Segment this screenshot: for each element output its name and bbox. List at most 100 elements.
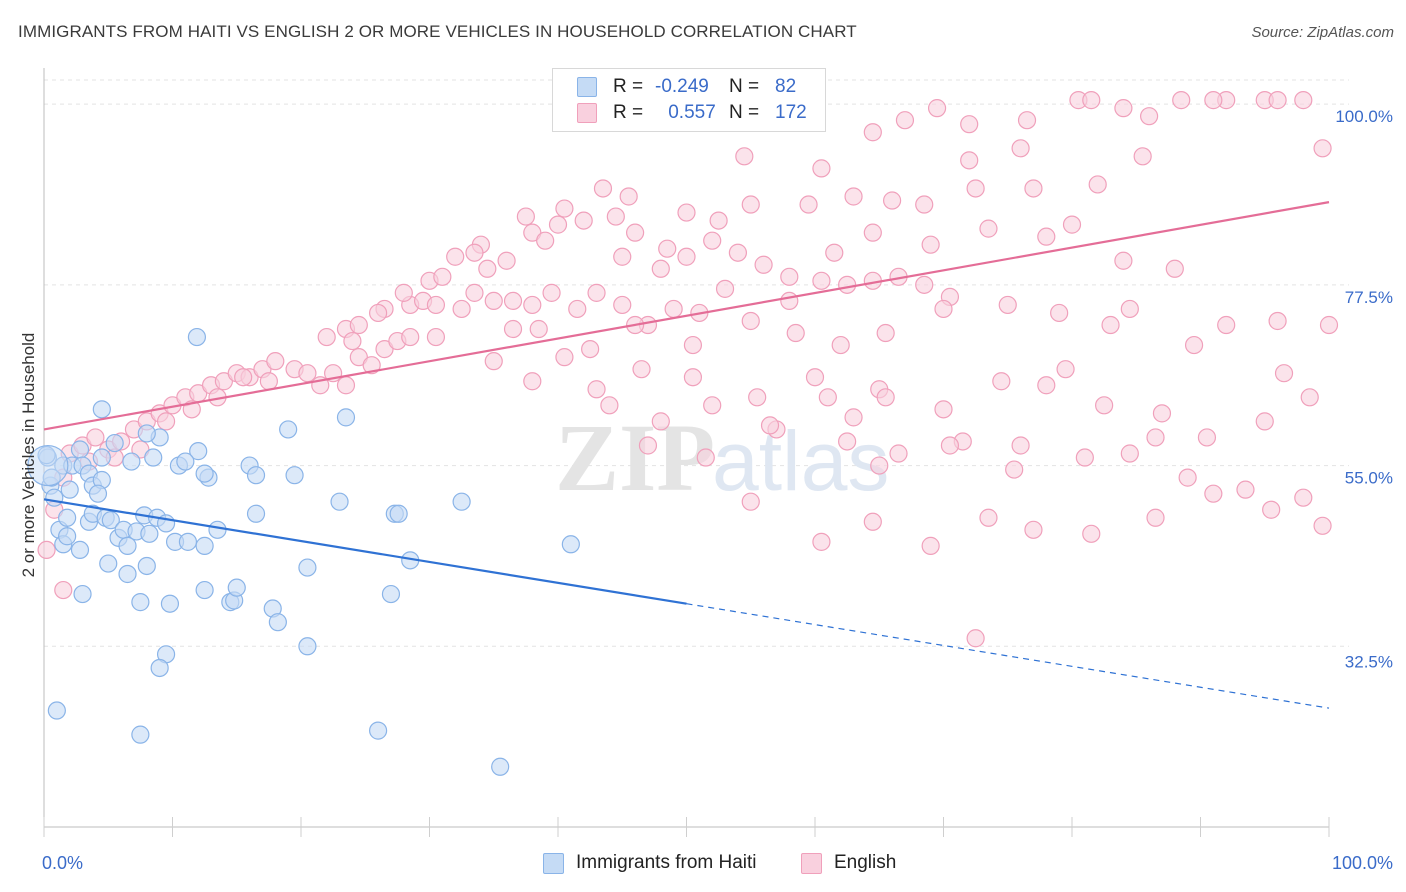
english-point <box>523 295 542 315</box>
english-point <box>574 211 593 230</box>
english-point <box>1146 508 1165 527</box>
chart-title: IMMIGRANTS FROM HAITI VS ENGLISH 2 OR MO… <box>18 22 857 41</box>
english-point <box>600 396 619 415</box>
legend-item-english: English <box>801 852 896 874</box>
english-point <box>536 231 555 250</box>
english-point <box>619 187 638 206</box>
english-point <box>1101 315 1120 335</box>
haiti-point <box>105 433 124 453</box>
english-point <box>523 372 542 391</box>
english-point <box>234 368 253 387</box>
english-point <box>1204 91 1223 110</box>
english-point <box>915 275 934 294</box>
english-point <box>465 243 484 262</box>
haiti-point <box>381 584 401 604</box>
english-point <box>465 283 484 302</box>
english-point <box>484 291 503 311</box>
english-point <box>613 247 632 266</box>
english-point <box>966 629 985 648</box>
english-point <box>497 251 516 270</box>
english-point <box>889 444 908 463</box>
haiti-point <box>92 400 111 419</box>
english-point <box>709 211 728 230</box>
english-point <box>349 315 368 335</box>
legend-label-haiti: Immigrants from Haiti <box>576 852 757 873</box>
english-point <box>960 151 979 170</box>
english-point <box>934 400 953 419</box>
english-point <box>37 540 56 559</box>
legend-label-english: English <box>834 852 897 873</box>
english-point <box>625 223 645 242</box>
english-point <box>748 388 767 407</box>
haiti-point <box>298 637 317 656</box>
haiti-point <box>176 452 195 471</box>
haiti-point <box>58 508 77 527</box>
haiti-point <box>279 420 298 439</box>
haiti-point <box>137 556 156 576</box>
english-point <box>1075 448 1094 467</box>
english-point <box>1011 436 1030 455</box>
source-label: Source: ZipAtlas.com <box>1251 24 1394 41</box>
english-point <box>992 372 1011 391</box>
english-point <box>677 247 696 266</box>
y-tick-label: 32.5% <box>1345 652 1393 671</box>
english-point <box>838 432 857 451</box>
haiti-point <box>336 408 356 427</box>
english-point <box>1274 364 1294 383</box>
english-point <box>581 340 600 359</box>
english-point <box>1294 488 1313 507</box>
haiti-point <box>178 532 198 551</box>
english-point <box>921 235 940 254</box>
english-point <box>838 275 857 294</box>
english-point <box>1294 91 1313 110</box>
haiti-point <box>70 540 90 559</box>
legend-row-haiti: R = -0.249 N = 82 <box>577 74 796 100</box>
haiti-point <box>268 613 287 632</box>
english-point <box>741 492 760 511</box>
haiti-point <box>118 536 137 555</box>
english-point <box>921 536 940 555</box>
legend-swatch-pink <box>577 103 597 123</box>
english-point <box>426 327 446 347</box>
y-tick-labels: 32.5% 55.0% 77.5% 100.0% <box>1335 107 1393 671</box>
haiti-point <box>189 442 208 461</box>
haiti-point <box>131 725 150 744</box>
haiti-point <box>160 594 180 613</box>
english-point <box>664 299 683 319</box>
english-point <box>568 299 587 319</box>
haiti-point <box>195 580 214 600</box>
haiti-point <box>452 492 471 511</box>
english-point <box>715 279 735 298</box>
haiti-point <box>330 492 349 511</box>
english-point <box>979 219 998 238</box>
haiti-point <box>45 488 64 507</box>
english-point <box>1037 227 1056 246</box>
english-point <box>1062 215 1082 234</box>
n-label: N = <box>729 76 760 97</box>
english-point <box>876 323 895 343</box>
y-tick-label: 100.0% <box>1335 107 1393 126</box>
haiti-trend-extension <box>686 603 1330 709</box>
haiti-point <box>101 511 120 530</box>
english-point <box>632 360 651 379</box>
english-point <box>298 364 317 383</box>
english-points <box>37 91 1339 648</box>
english-point <box>677 203 696 222</box>
haiti-point <box>285 466 304 485</box>
haiti-point <box>389 504 408 523</box>
english-point <box>780 291 799 311</box>
haiti-point <box>246 504 266 523</box>
english-point <box>317 327 336 347</box>
english-point <box>799 195 818 214</box>
english-point <box>394 283 413 302</box>
english-point <box>1313 516 1332 535</box>
english-point <box>542 283 561 302</box>
english-point <box>503 319 523 339</box>
english-point <box>555 199 574 218</box>
n-value: 82 <box>775 76 797 97</box>
english-point <box>1120 444 1139 463</box>
english-point <box>741 311 760 331</box>
english-point <box>882 191 902 210</box>
english-point <box>1268 91 1287 110</box>
english-point <box>478 259 497 278</box>
